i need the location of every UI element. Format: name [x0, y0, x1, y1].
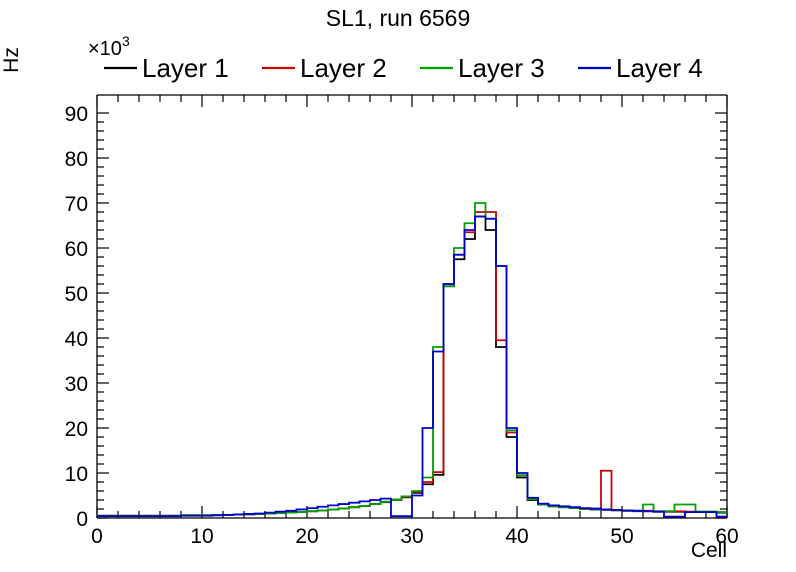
series-line-layer-4: [97, 215, 727, 518]
x-tick-label: 20: [295, 525, 318, 548]
legend-label-layer-1: Layer 1: [142, 53, 229, 83]
y-tick-label: 70: [65, 193, 88, 216]
y-axis-label: Hz: [0, 47, 23, 73]
y-tick-label: 40: [65, 328, 88, 351]
x-tick-label: 0: [91, 525, 103, 548]
y-axis-multiplier-exponent: 3: [122, 33, 130, 49]
y-tick-label: 10: [65, 463, 88, 486]
y-tick-label: 90: [65, 103, 88, 126]
y-tick-label: 60: [65, 238, 88, 261]
y-tick-label: 20: [65, 418, 88, 441]
legend-label-layer-2: Layer 2: [300, 53, 387, 83]
x-tick-label: 10: [190, 525, 213, 548]
data-series-group: [97, 202, 727, 518]
axis-tick-labels: 0 10 20 30 40 50 60 0 10 20 30 40 50 60 70 80 90: [65, 103, 739, 548]
legend-label-layer-4: Layer 4: [616, 53, 703, 83]
y-tick-label: 0: [76, 508, 88, 531]
x-axis-label: Cell: [691, 539, 727, 562]
axis-ticks: [96, 95, 728, 519]
legend-label-layer-3: Layer 3: [458, 53, 545, 83]
x-tick-label: 50: [610, 525, 633, 548]
x-tick-label: 60: [715, 525, 738, 548]
page-title: SL1, run 6569: [326, 5, 471, 31]
y-tick-label: 50: [65, 283, 88, 306]
y-tick-label: 80: [65, 148, 88, 171]
y-tick-label: 30: [65, 373, 88, 396]
x-tick-label: 40: [505, 525, 528, 548]
y-axis-multiplier-base: ×10: [88, 38, 122, 60]
x-tick-label: 30: [400, 525, 423, 548]
legend: Layer 1 Layer 2 Layer 3 Layer 4: [104, 53, 703, 83]
